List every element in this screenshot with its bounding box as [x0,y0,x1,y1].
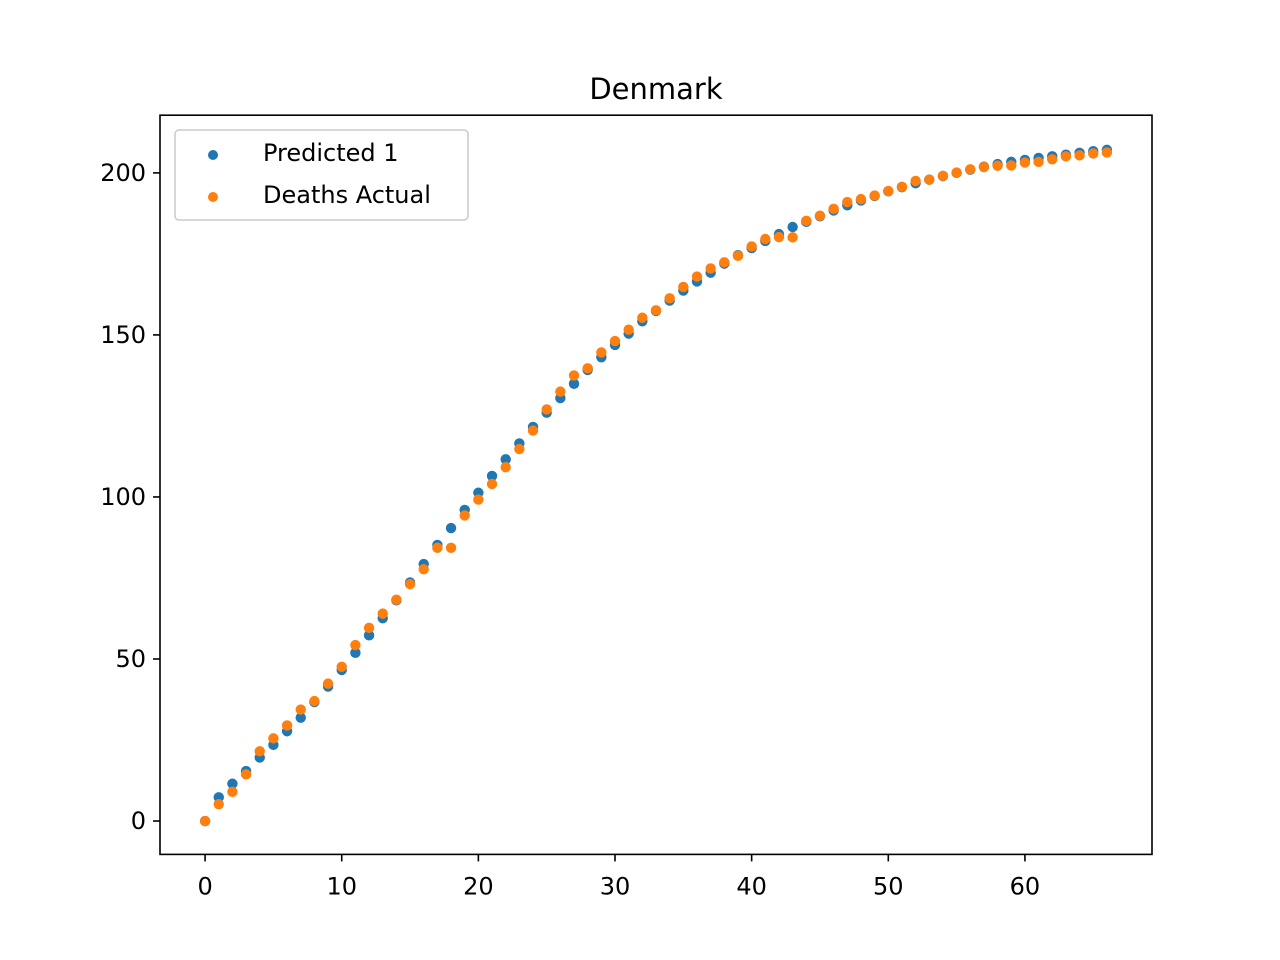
actual-point [1006,160,1017,171]
legend-label-actual: Deaths Actual [263,181,431,209]
actual-point [814,210,826,221]
x-tick-label: 40 [736,872,767,900]
actual-point [951,167,962,178]
actual-point [363,622,375,634]
actual-point [978,161,990,173]
actual-point [801,215,812,227]
actual-point [842,196,853,208]
actual-point [637,312,648,323]
x-tick-label: 0 [197,872,212,900]
y-tick-label: 0 [131,807,146,835]
x-tick-label: 50 [873,872,904,900]
predicted-point [500,454,511,465]
actual-point [1088,148,1099,159]
actual-point [582,363,593,374]
actual-point [869,190,880,201]
x-tick-label: 30 [600,872,631,900]
actual-point [309,695,320,707]
predicted-point [227,778,238,789]
actual-point [1019,157,1031,168]
actual-point [719,257,730,268]
actual-point [240,769,252,780]
actual-point [1033,156,1044,168]
actual-point [514,443,525,455]
actual-point [596,347,607,358]
y-tick-label: 150 [100,321,146,349]
actual-point [295,704,306,715]
predicted-point [568,378,580,390]
actual-point [568,370,580,381]
predicted-point [295,712,306,723]
actual-point [691,271,703,282]
legend: Predicted 1 Deaths Actual [174,129,469,221]
actual-point [910,175,921,187]
actual-point [500,461,511,473]
actual-point [445,542,457,554]
actual-point [336,661,347,672]
y-tick-label: 200 [100,159,146,187]
actual-point [213,798,224,810]
actual-point [650,305,662,316]
predicted-point [787,221,798,233]
predicted-point [350,647,361,659]
actual-point [418,564,429,575]
actual-point [555,386,566,397]
legend-marker-actual [208,192,218,202]
actual-point [1060,151,1072,162]
actual-point [828,203,839,215]
actual-point [760,233,771,245]
y-tick-label: 100 [100,483,146,511]
predicted-point [486,470,498,482]
legend-box [174,129,469,221]
predicted-point [363,630,375,641]
actual-point [1047,154,1058,165]
plot-frame [159,114,1153,856]
actual-point [992,160,1003,171]
actual-point [459,510,470,521]
actual-point [199,815,211,827]
actual-point [1101,147,1113,158]
actual-point [609,335,621,347]
actual-point [937,170,949,182]
y-tick-label: 50 [115,645,146,673]
actual-point [664,293,675,304]
actual-point [404,578,416,590]
actual-point [705,263,716,274]
legend-label-predicted: Predicted 1 [263,139,399,167]
actual-point [268,733,279,744]
chart-title: Denmark [589,72,722,106]
actual-point [924,174,935,185]
actual-point [773,231,785,243]
axes: 0 10 20 30 40 50 60 0 50 100 150 200 [100,159,1040,901]
actual-point [432,542,443,554]
x-tick-label: 10 [326,872,357,900]
x-tick-label: 20 [463,872,494,900]
actual-point [883,185,894,197]
actual-point [541,404,552,415]
actual-point [965,164,976,175]
actual-point [227,786,238,798]
actual-point [350,639,361,651]
actual-point [322,678,334,689]
actual-point [787,232,798,243]
actual-point [732,250,744,262]
actual-point [254,746,265,757]
actual-point [527,425,539,436]
actual-point [896,181,908,193]
actual-point [473,494,484,505]
data-points [199,144,1113,827]
legend-marker-predicted [208,150,218,160]
predicted-point [445,522,457,534]
actual-point [855,193,867,205]
x-tick-label: 60 [1010,872,1041,900]
actual-point [623,324,634,335]
actual-point [377,608,388,619]
actual-point [391,594,402,605]
actual-point [1074,150,1085,161]
actual-point [486,478,498,490]
actual-point [746,241,757,252]
actual-point [281,720,293,731]
actual-point [678,281,689,293]
